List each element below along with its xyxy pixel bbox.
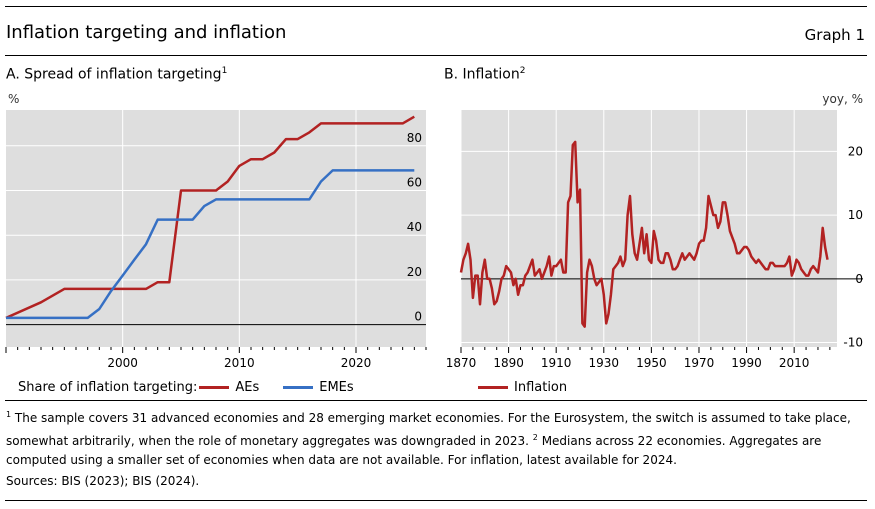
legend-inflation-swatch — [478, 386, 508, 389]
panel-a-title: A. Spread of inflation targeting1 — [6, 66, 227, 83]
title-rule — [5, 55, 867, 56]
panel-b-legend: Inflation — [476, 380, 567, 395]
panel-b-x-tick-label: 1910 — [541, 356, 572, 370]
legend-eme-label: EMEs — [319, 380, 354, 395]
panel-b-x-tick-label: 1870 — [446, 356, 477, 370]
legend-eme-swatch — [283, 386, 314, 389]
panel-a-title-text: A. Spread of inflation targeting — [6, 66, 222, 83]
legend-ae-label: AEs — [235, 380, 260, 395]
panel-b-y-tick-label: 20 — [848, 144, 863, 158]
panel-a-y-tick-label: 40 — [407, 220, 422, 234]
panel-a-series-aes-line — [5, 115, 415, 320]
notes-rule — [5, 400, 867, 401]
footnote-1-marker: 1 — [6, 410, 12, 419]
panel-a-y-tick-label: 80 — [407, 131, 422, 145]
graph-title: Inflation targeting and inflation — [6, 22, 287, 43]
panel-a-y-tick-label: 60 — [407, 175, 422, 189]
sources: Sources: BIS (2023); BIS (2024). — [6, 474, 200, 488]
panel-b-y-tick-label: 10 — [848, 208, 863, 222]
panel-b-y-tick-label: -10 — [843, 336, 863, 350]
legend-ae-swatch — [199, 386, 230, 389]
footnote-1-text: The sample covers 31 advanced economies … — [6, 411, 851, 448]
panel-a-footnote-marker: 1 — [221, 66, 228, 76]
panel-b-x-tick-label: 1950 — [636, 356, 667, 370]
panel-b-x-tick-label: 1890 — [493, 356, 524, 370]
panel-a-x-tick-label: 2020 — [341, 356, 372, 370]
footnote-2-marker: 2 — [532, 433, 538, 442]
top-rule — [5, 6, 867, 7]
panel-b-title: B. Inflation2 — [444, 66, 525, 83]
panel-b-x-tick-label: 1930 — [589, 356, 620, 370]
panel-a-x-tick-label: 2000 — [107, 356, 138, 370]
panel-b-x-tick-label: 1970 — [684, 356, 715, 370]
panel-b-series-inflation-line — [459, 140, 829, 328]
panel-b-unit: yoy, % — [822, 92, 863, 106]
graph-number: Graph 1 — [804, 26, 865, 44]
legend-title: Share of inflation targeting: — [18, 380, 198, 395]
panel-b-x-tick-label: 2010 — [779, 356, 810, 370]
panel-a-y-tick-label: 0 — [414, 310, 422, 324]
footnotes: 1 The sample covers 31 advanced economie… — [6, 405, 868, 470]
panel-a-y-tick-label: 20 — [407, 265, 422, 279]
panel-a-unit: % — [8, 92, 20, 106]
legend-inflation-label: Inflation — [514, 380, 568, 395]
panel-b-x-tick-label: 1990 — [731, 356, 762, 370]
panel-b-plot-area — [461, 110, 837, 347]
panel-b-footnote-marker: 2 — [519, 66, 526, 76]
footnote-2-text: Medians across 22 economies. Aggregates … — [6, 434, 822, 467]
panel-a-x-tick-label: 2010 — [224, 356, 255, 370]
bottom-rule — [5, 500, 867, 501]
panel-a-series-emes-line — [6, 169, 415, 320]
panel-a-legend: Share of inflation targeting: AEs EMEs — [18, 380, 354, 395]
panel-b-title-text: B. Inflation — [444, 66, 520, 83]
